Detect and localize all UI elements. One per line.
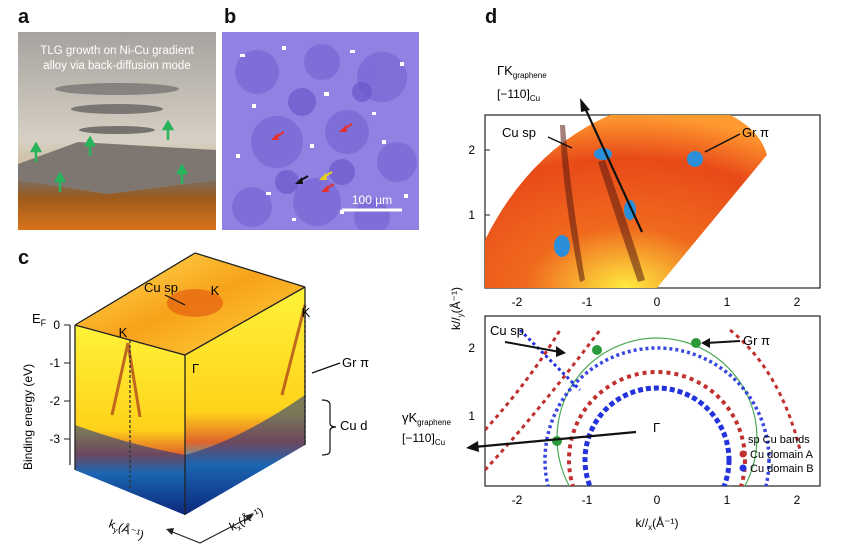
d-top-xtick-2: 2 — [794, 295, 801, 309]
d-bot-xtick-2: 2 — [794, 493, 801, 507]
d-legend-a-marker — [739, 450, 747, 458]
d-bot-dir-label-2: [−110]Cu — [402, 431, 445, 447]
panel-d-fermi-surface: 2 1 -2 -1 0 1 2 ΓKgraphene [−110]Cu Cu s… — [402, 63, 821, 532]
panel-label-a: a — [18, 6, 30, 28]
panel-a-caption-line1: TLG growth on Ni-Cu gradient — [40, 45, 194, 57]
graphene-layer-middle — [71, 104, 163, 114]
d-xlabel: k//x(Å⁻¹) — [636, 515, 679, 532]
grain-arrows — [271, 123, 353, 192]
panel-label-b: b — [224, 6, 237, 28]
d-top-xtick-0: 0 — [654, 295, 661, 309]
c-gr-pi: Gr π — [342, 355, 369, 370]
d-bot-dir-label: γKgraphene — [402, 410, 452, 427]
d-legend-b: Cu domain B — [750, 463, 814, 475]
alloy-slab-body — [18, 180, 216, 230]
d-domain-a-circle — [567, 370, 747, 486]
panel-label-d: d — [485, 6, 498, 28]
d-top-gr-pi: Gr π — [742, 125, 769, 140]
c-ytick-0: 0 — [53, 318, 60, 332]
diffusion-arrows — [29, 119, 189, 192]
graphene-layer-bottom — [79, 126, 155, 134]
d-ylabel: k//y(Å⁻¹) — [448, 287, 465, 330]
d-legend-a: Cu domain A — [750, 449, 814, 461]
d-top-xtick-m1: -1 — [582, 295, 593, 309]
c-cu-d: Cu d — [340, 418, 367, 433]
c-cu-sp: Cu sp — [144, 280, 178, 295]
c-ylabel: Binding energy (eV) — [21, 364, 35, 470]
c-ky-label: ky(Å⁻¹) — [106, 516, 146, 544]
d-bot-gamma: Γ — [653, 420, 660, 435]
panel-a-illustration: TLG growth on Ni-Cu gradient alloy via b… — [18, 32, 216, 230]
panel-label-c: c — [18, 247, 30, 269]
d-gr-point-1 — [592, 345, 602, 355]
alloy-slab-top — [18, 142, 216, 194]
d-top-xtick-m2: -2 — [512, 295, 523, 309]
c-ytick-2: -2 — [49, 394, 60, 408]
d-bot-xtick-m1: -1 — [582, 493, 593, 507]
panel-c-arpes-cube: 0 -1 -2 -3 EF Binding energy (eV) K K K … — [21, 252, 369, 544]
d-top-ytick-2: 2 — [468, 143, 475, 157]
d-top-dir-label: ΓKgraphene — [497, 63, 547, 80]
panel-b-micrograph: 100 µm — [222, 32, 419, 230]
bright-flakes — [236, 46, 408, 221]
d-bot-gr-pi: Gr π — [743, 333, 770, 348]
d-bot-cu-sp: Cu sp — [490, 323, 524, 338]
c-gamma: Γ — [192, 361, 199, 376]
c-k-right: K — [302, 305, 311, 320]
d-top-xtick-1: 1 — [724, 295, 731, 309]
c-ef-label: EF — [32, 311, 47, 328]
d-bot-xtick-0: 0 — [654, 493, 661, 507]
d-bot-xtick-m2: -2 — [512, 493, 523, 507]
d-legend-title: sp Cu bands — [748, 434, 810, 446]
grain-regions — [232, 44, 417, 230]
graphene-layer-top — [55, 83, 179, 95]
d-legend-b-marker — [739, 464, 747, 472]
d-top-ytick-1: 1 — [468, 208, 475, 222]
d-gr-point-2 — [691, 338, 701, 348]
scalebar-label: 100 µm — [352, 193, 392, 207]
d-top-cu-sp: Cu sp — [502, 125, 536, 140]
d-bot-xtick-1: 1 — [724, 493, 731, 507]
d-bottom-frame — [484, 315, 821, 487]
panel-a-caption-line2: alloy via back-diffusion mode — [43, 60, 190, 72]
d-gr-point-3 — [552, 436, 562, 446]
d-top-dir-label-2: [−110]Cu — [497, 87, 540, 103]
c-k-top: K — [211, 283, 220, 298]
c-ytick-3: -3 — [49, 432, 60, 446]
c-k-left: K — [119, 325, 128, 340]
d-bot-ytick-1: 1 — [468, 409, 475, 423]
d-bot-ytick-2: 2 — [468, 341, 475, 355]
c-ytick-1: -1 — [49, 356, 60, 370]
d-domain-b-circle — [582, 385, 732, 486]
